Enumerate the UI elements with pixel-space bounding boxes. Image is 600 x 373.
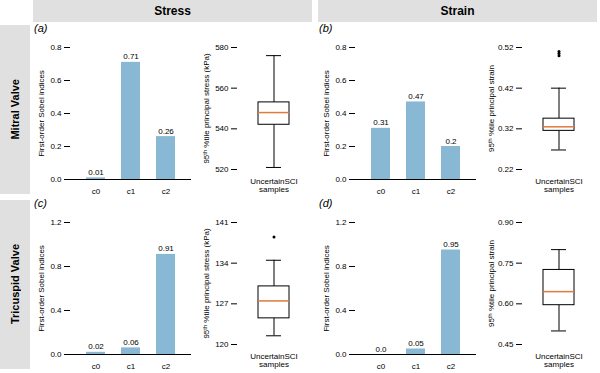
svg-text:First-order Sobel indices: First-order Sobel indices [322, 70, 331, 157]
html-text:(b): (b) [319, 22, 333, 34]
html-text:Mitral Valve: Mitral Valve [9, 79, 21, 140]
svg-text:540: 540 [215, 124, 229, 133]
svg-text:0.8: 0.8 [50, 43, 62, 52]
svg-text:c2: c2 [162, 362, 171, 371]
svg-text:0.05: 0.05 [408, 339, 424, 348]
svg-text:0.02: 0.02 [88, 342, 104, 351]
svg-text:0.06: 0.06 [123, 338, 139, 347]
svg-text:UncertainSCIsamples: UncertainSCIsamples [250, 352, 298, 369]
svg-text:1.2: 1.2 [335, 218, 347, 227]
svg-text:141: 141 [215, 218, 229, 227]
svg-text:0.75: 0.75 [498, 259, 514, 268]
svg-text:c1: c1 [412, 187, 421, 196]
svg-text:0.0: 0.0 [335, 350, 347, 359]
svg-text:c0: c0 [92, 187, 101, 196]
svg-text:0.60: 0.60 [498, 299, 514, 308]
svg-text:0.32: 0.32 [498, 124, 514, 133]
svg-text:c0: c0 [92, 362, 101, 371]
svg-text:c0: c0 [377, 362, 386, 371]
svg-text:0.45: 0.45 [498, 340, 514, 349]
svg-text:0.52: 0.52 [498, 43, 514, 52]
svg-text:0.47: 0.47 [408, 92, 424, 101]
svg-text:c1: c1 [127, 187, 136, 196]
html-text:Strain: Strain [440, 4, 475, 18]
svg-text:c2: c2 [447, 187, 456, 196]
svg-text:0.6: 0.6 [50, 76, 62, 85]
svg-text:First-order Sobel indices: First-order Sobel indices [37, 245, 46, 332]
svg-text:95ᵗʰ %tile principal stress (k: 95ᵗʰ %tile principal stress (kPa) [202, 228, 211, 339]
svg-text:0.2: 0.2 [335, 142, 347, 151]
svg-text:0.8: 0.8 [335, 262, 347, 271]
svg-text:c2: c2 [162, 187, 171, 196]
svg-text:0.26: 0.26 [158, 127, 174, 136]
svg-text:0.2: 0.2 [50, 142, 62, 151]
svg-text:0.4: 0.4 [335, 306, 347, 315]
html-text:Tricuspid Valve: Tricuspid Valve [9, 244, 21, 325]
svg-text:c0: c0 [377, 187, 386, 196]
svg-text:0.4: 0.4 [335, 109, 347, 118]
svg-text:95ᵗʰ %tile principal strain: 95ᵗʰ %tile principal strain [487, 240, 496, 327]
svg-text:0.2: 0.2 [445, 137, 457, 146]
html-text:Stress: Stress [154, 4, 191, 18]
svg-text:520: 520 [215, 165, 229, 174]
svg-text:0.31: 0.31 [373, 118, 389, 127]
svg-text:0.71: 0.71 [123, 52, 139, 61]
html-text:(c): (c) [34, 197, 47, 209]
svg-text:c1: c1 [412, 362, 421, 371]
svg-text:0.6: 0.6 [335, 76, 347, 85]
svg-text:0.0: 0.0 [50, 350, 62, 359]
svg-text:c1: c1 [127, 362, 136, 371]
svg-text:134: 134 [215, 259, 229, 268]
svg-text:0.0: 0.0 [375, 345, 387, 354]
svg-text:c2: c2 [447, 362, 456, 371]
svg-text:UncertainSCIsamples: UncertainSCIsamples [535, 177, 583, 194]
svg-text:0.01: 0.01 [88, 168, 104, 177]
svg-text:0.95: 0.95 [443, 240, 459, 249]
svg-text:580: 580 [215, 43, 229, 52]
svg-text:560: 560 [215, 84, 229, 93]
svg-text:95ᵗʰ %tile principal strain: 95ᵗʰ %tile principal strain [487, 65, 496, 152]
svg-text:0.4: 0.4 [50, 109, 62, 118]
svg-text:0.8: 0.8 [50, 262, 62, 271]
svg-text:1.2: 1.2 [50, 218, 62, 227]
svg-text:0.0: 0.0 [335, 175, 347, 184]
html-text:(a): (a) [34, 22, 48, 34]
svg-text:0.8: 0.8 [335, 43, 347, 52]
html-text:(d): (d) [319, 197, 333, 209]
svg-text:0.42: 0.42 [498, 84, 514, 93]
svg-text:UncertainSCIsamples: UncertainSCIsamples [535, 352, 583, 369]
svg-text:0.22: 0.22 [498, 165, 514, 174]
svg-text:95ᵗʰ %tile principal stress (k: 95ᵗʰ %tile principal stress (kPa) [202, 53, 211, 164]
svg-text:0.91: 0.91 [158, 244, 174, 253]
svg-text:0.4: 0.4 [50, 306, 62, 315]
svg-text:UncertainSCIsamples: UncertainSCIsamples [250, 177, 298, 194]
svg-text:First-order Sobel indices: First-order Sobel indices [37, 70, 46, 157]
svg-text:0.90: 0.90 [498, 218, 514, 227]
svg-text:First-order Sobel indices: First-order Sobel indices [322, 245, 331, 332]
svg-text:127: 127 [215, 299, 229, 308]
svg-text:120: 120 [215, 340, 229, 349]
svg-text:0.0: 0.0 [50, 175, 62, 184]
